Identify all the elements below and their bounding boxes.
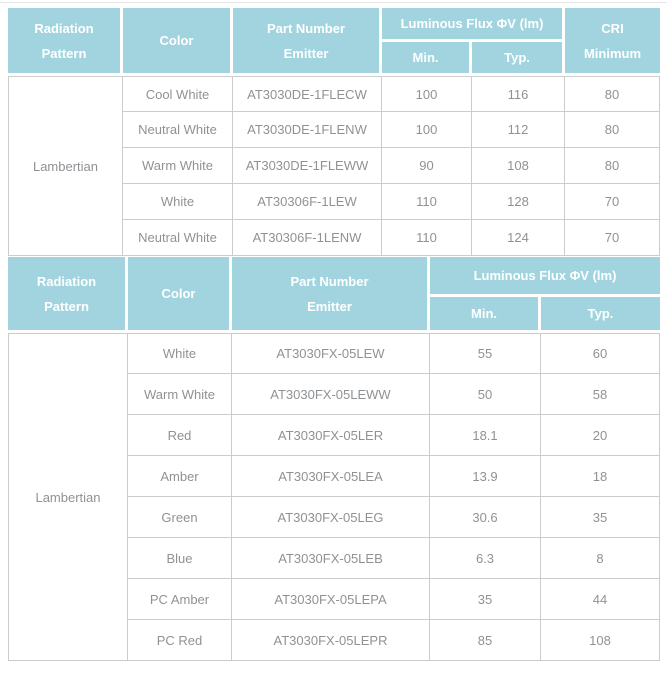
min-cell: 55 [430, 333, 541, 374]
cri-cell: 80 [565, 148, 660, 184]
color-cell: Blue [128, 538, 232, 579]
color-cell: PC Red [128, 620, 232, 661]
column-header-radiation-pattern: Radiation Pattern [8, 257, 128, 333]
radiation-pattern-cell: Lambertian [8, 333, 128, 661]
part-number-cell: AT3030FX-05LEW [232, 333, 430, 374]
color-cell: Cool White [123, 76, 233, 112]
color-cell: Warm White [128, 374, 232, 415]
cri-cell: 70 [565, 220, 660, 256]
min-cell: 110 [382, 184, 472, 220]
min-cell: 30.6 [430, 497, 541, 538]
color-cell: PC Amber [128, 579, 232, 620]
header-row: Radiation Pattern Color Part Number Emit… [8, 257, 660, 333]
color-cell: White [128, 333, 232, 374]
top-divider [0, 2, 667, 3]
table-row: Green AT3030FX-05LEG 30.6 35 [8, 497, 660, 538]
typ-cell: 20 [541, 415, 660, 456]
column-header-min: Min. [382, 42, 472, 76]
part-number-cell: AT3030FX-05LEPR [232, 620, 430, 661]
column-header-part-number: Part Number Emitter [232, 257, 430, 333]
table-row: Lambertian White AT3030FX-05LEW 55 60 [8, 333, 660, 661]
typ-cell: 116 [472, 76, 565, 112]
part-number-cell: AT3030FX-05LEG [232, 497, 430, 538]
typ-cell: 35 [541, 497, 660, 538]
cri-cell: 80 [565, 76, 660, 112]
min-cell: 50 [430, 374, 541, 415]
spec-table-1: Radiation Pattern Color Part Number Emit… [8, 8, 660, 256]
color-cell: Amber [128, 456, 232, 497]
typ-cell: 124 [472, 220, 565, 256]
color-cell: Neutral White [123, 112, 233, 148]
column-header-color: Color [128, 257, 232, 333]
table-row: Red AT3030FX-05LER 18.1 20 [8, 415, 660, 456]
spec-table-1-header: Radiation Pattern Color Part Number Emit… [8, 8, 660, 76]
min-cell: 35 [430, 579, 541, 620]
min-cell: 6.3 [430, 538, 541, 579]
min-cell: 18.1 [430, 415, 541, 456]
column-header-typ: Typ. [472, 42, 565, 76]
color-cell: White [123, 184, 233, 220]
radiation-pattern-cell: Lambertian [8, 76, 123, 256]
column-header-luminous-flux: Luminous Flux ΦV (lm) [382, 8, 565, 42]
spec-table-1-body: Lambertian Cool White AT3030DE-1FLECW 100 11… [8, 76, 660, 256]
color-cell: Red [128, 415, 232, 456]
typ-cell: 108 [472, 148, 565, 184]
column-header-typ: Typ. [541, 297, 660, 333]
tables-container: Radiation Pattern Color Part Number Emit… [8, 8, 660, 661]
table-row: Warm White AT3030FX-05LEWW 50 58 [8, 374, 660, 415]
column-header-part-number: Part Number Emitter [233, 8, 382, 76]
part-number-cell: AT3030FX-05LEPA [232, 579, 430, 620]
cri-cell: 80 [565, 112, 660, 148]
part-number-cell: AT3030FX-05LEWW [232, 374, 430, 415]
typ-cell: 128 [472, 184, 565, 220]
typ-cell: 58 [541, 374, 660, 415]
table-row: Lambertian Cool White AT3030DE-1FLECW 100 11… [8, 76, 660, 256]
typ-cell: 44 [541, 579, 660, 620]
column-header-luminous-flux: Luminous Flux ΦV (lm) [430, 257, 660, 297]
part-number-cell: AT3030FX-05LEB [232, 538, 430, 579]
column-header-min: Min. [430, 297, 541, 333]
min-cell: 85 [430, 620, 541, 661]
min-cell: 13.9 [430, 456, 541, 497]
part-number-cell: AT3030DE-1FLEWW [233, 148, 382, 184]
column-header-radiation-pattern: Radiation Pattern [8, 8, 123, 76]
header-subrow: Min. Typ. [8, 297, 660, 333]
table-row: Neutral White AT30306F-1LENW 110 124 70 [8, 220, 660, 256]
min-cell: 100 [382, 76, 472, 112]
header-subrow: Min. Typ. [8, 42, 660, 76]
typ-cell: 60 [541, 333, 660, 374]
part-number-cell: AT3030FX-05LEA [232, 456, 430, 497]
table-row: Warm White AT3030DE-1FLEWW 90 108 80 [8, 148, 660, 184]
typ-cell: 8 [541, 538, 660, 579]
table-row: White AT30306F-1LEW 110 128 70 [8, 184, 660, 220]
table-row: Blue AT3030FX-05LEB 6.3 8 [8, 538, 660, 579]
typ-cell: 112 [472, 112, 565, 148]
cri-cell: 70 [565, 184, 660, 220]
column-header-cri-minimum: CRI Minimum [565, 8, 660, 76]
typ-cell: 18 [541, 456, 660, 497]
spec-table-2: Radiation Pattern Color Part Number Emit… [8, 257, 660, 661]
part-number-cell: AT30306F-1LEW [233, 184, 382, 220]
min-cell: 90 [382, 148, 472, 184]
spec-table-2-body: Lambertian White AT3030FX-05LEW 55 60 Warm Wh… [8, 333, 660, 661]
column-header-color: Color [123, 8, 233, 76]
table-row: Amber AT3030FX-05LEA 13.9 18 [8, 456, 660, 497]
table-row: Neutral White AT3030DE-1FLENW 100 112 80 [8, 112, 660, 148]
min-cell: 100 [382, 112, 472, 148]
color-cell: Warm White [123, 148, 233, 184]
typ-cell: 108 [541, 620, 660, 661]
color-cell: Neutral White [123, 220, 233, 256]
part-number-cell: AT3030DE-1FLENW [233, 112, 382, 148]
part-number-cell: AT3030DE-1FLECW [233, 76, 382, 112]
table-row: PC Amber AT3030FX-05LEPA 35 44 [8, 579, 660, 620]
min-cell: 110 [382, 220, 472, 256]
header-row: Radiation Pattern Color Part Number Emit… [8, 8, 660, 76]
table-row: PC Red AT3030FX-05LEPR 85 108 [8, 620, 660, 661]
spec-table-2-header: Radiation Pattern Color Part Number Emit… [8, 257, 660, 333]
part-number-cell: AT3030FX-05LER [232, 415, 430, 456]
color-cell: Green [128, 497, 232, 538]
part-number-cell: AT30306F-1LENW [233, 220, 382, 256]
